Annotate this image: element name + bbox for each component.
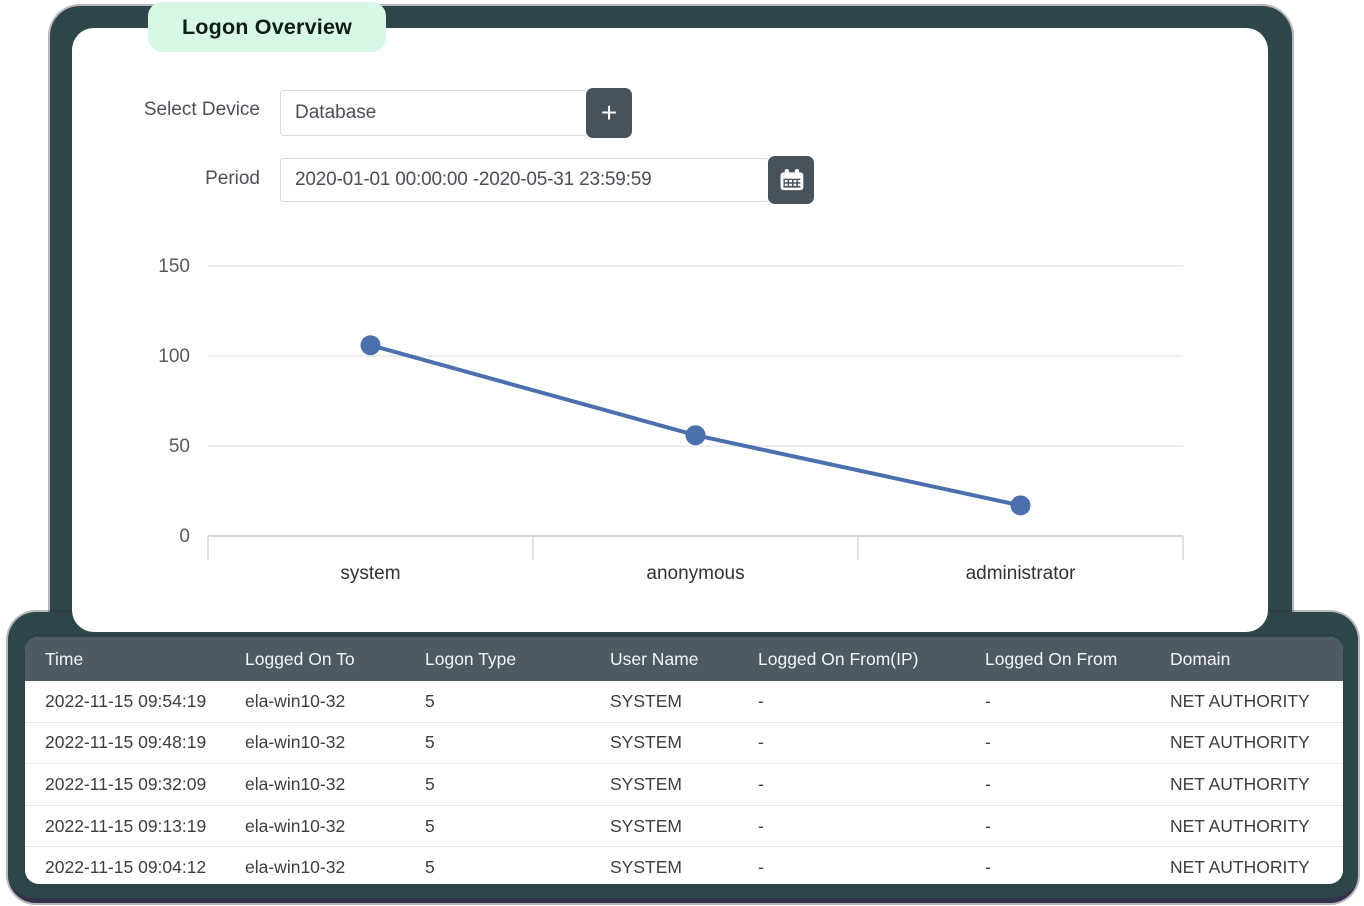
- table-cell: 5: [425, 732, 435, 753]
- column-header: Logon Type: [425, 648, 517, 669]
- table-cell: -: [985, 857, 991, 878]
- table-cell: 5: [425, 857, 435, 878]
- table-cell: SYSTEM: [610, 732, 682, 753]
- table-cell: -: [758, 773, 764, 794]
- table-cell: 5: [425, 815, 435, 836]
- table-row: 2022-11-15 09:48:19 ela-win10-32 5 SYSTEM - -…: [25, 722, 1343, 765]
- table-cell: 2022-11-15 09:48:19: [45, 732, 207, 753]
- table-cell: -: [985, 732, 991, 753]
- table-cell: -: [758, 815, 764, 836]
- table-cell: SYSTEM: [610, 690, 682, 711]
- table-row: 2022-11-15 09:13:19 ela-win10-32 5 SYSTEM - -…: [25, 805, 1343, 848]
- column-header: Logged On From(IP): [758, 648, 919, 669]
- x-category-label: anonymous: [646, 563, 744, 584]
- table-cell: ela-win10-32: [245, 732, 346, 753]
- table-cell: 2022-11-15 09:04:12: [45, 857, 207, 878]
- column-header: Time: [45, 648, 84, 669]
- table-cell: SYSTEM: [610, 773, 682, 794]
- add-device-button[interactable]: +: [586, 88, 632, 138]
- table-cell: 5: [425, 773, 435, 794]
- page-title-label: Logon Overview: [181, 14, 353, 39]
- table-cell: 5: [425, 690, 435, 711]
- data-point[interactable]: [360, 335, 381, 356]
- column-header: Domain: [1170, 648, 1231, 669]
- table-cell: NET AUTHORITY: [1170, 690, 1310, 711]
- period-picker-button[interactable]: [768, 156, 814, 204]
- select-device-label: Select Device: [143, 99, 260, 120]
- data-point[interactable]: [1010, 495, 1031, 516]
- table-cell: SYSTEM: [610, 815, 682, 836]
- table-cell: ela-win10-32: [245, 857, 346, 878]
- y-tick-label: 100: [158, 346, 190, 367]
- table-cell: NET AUTHORITY: [1170, 815, 1310, 836]
- table-cell: 2022-11-15 09:13:19: [45, 815, 207, 836]
- table-row: 2022-11-15 09:54:19 ela-win10-32 5 SYSTEM - -…: [25, 681, 1343, 723]
- table-cell: -: [758, 732, 764, 753]
- column-header: Logged On To: [245, 648, 355, 669]
- table-cell: ela-win10-32: [245, 690, 346, 711]
- table-row: 2022-11-15 09:04:12 ela-win10-32 5 SYSTEM - -…: [25, 847, 1343, 884]
- table-cell: NET AUTHORITY: [1170, 732, 1310, 753]
- x-category-label: administrator: [966, 563, 1076, 584]
- table-cell: -: [758, 857, 764, 878]
- table-cell: ela-win10-32: [245, 815, 346, 836]
- table-cell: 2022-11-15 09:32:09: [45, 773, 207, 794]
- table-cell: -: [985, 773, 991, 794]
- table-cell: SYSTEM: [610, 857, 682, 878]
- logon-table: Time Logged On To Logon Type User Name Logge…: [25, 637, 1343, 884]
- main-card: [72, 28, 1268, 632]
- logon-line-chart: 150 100 50 0 system anonymous administrator: [158, 256, 1184, 584]
- table-cell: -: [758, 690, 764, 711]
- table-row: 2022-11-15 09:32:09 ela-win10-32 5 SYSTEM - -…: [25, 764, 1343, 806]
- y-tick-label: 0: [179, 526, 190, 547]
- page-title: Logon Overview: [148, 2, 386, 52]
- table-cell: -: [985, 815, 991, 836]
- table-cell: NET AUTHORITY: [1170, 773, 1310, 794]
- y-tick-label: 50: [169, 436, 190, 457]
- data-point[interactable]: [685, 425, 706, 446]
- table-cell: NET AUTHORITY: [1170, 857, 1310, 878]
- device-input[interactable]: [280, 90, 587, 136]
- y-tick-label: 150: [158, 256, 190, 277]
- table-header-row: Time Logged On To Logon Type User Name Logge…: [25, 637, 1343, 681]
- period-label: Period: [205, 168, 260, 189]
- plus-icon: +: [600, 97, 618, 128]
- calendar-icon: [778, 167, 805, 193]
- table-cell: -: [985, 690, 991, 711]
- column-header: Logged On From: [985, 648, 1118, 669]
- table-cell: 2022-11-15 09:54:19: [45, 690, 207, 711]
- table-cell: ela-win10-32: [245, 773, 346, 794]
- column-header: User Name: [610, 648, 699, 669]
- x-category-label: system: [340, 563, 400, 584]
- period-input[interactable]: [280, 158, 769, 202]
- table-body: 2022-11-15 09:54:19 ela-win10-32 5 SYSTEM - -…: [25, 681, 1343, 884]
